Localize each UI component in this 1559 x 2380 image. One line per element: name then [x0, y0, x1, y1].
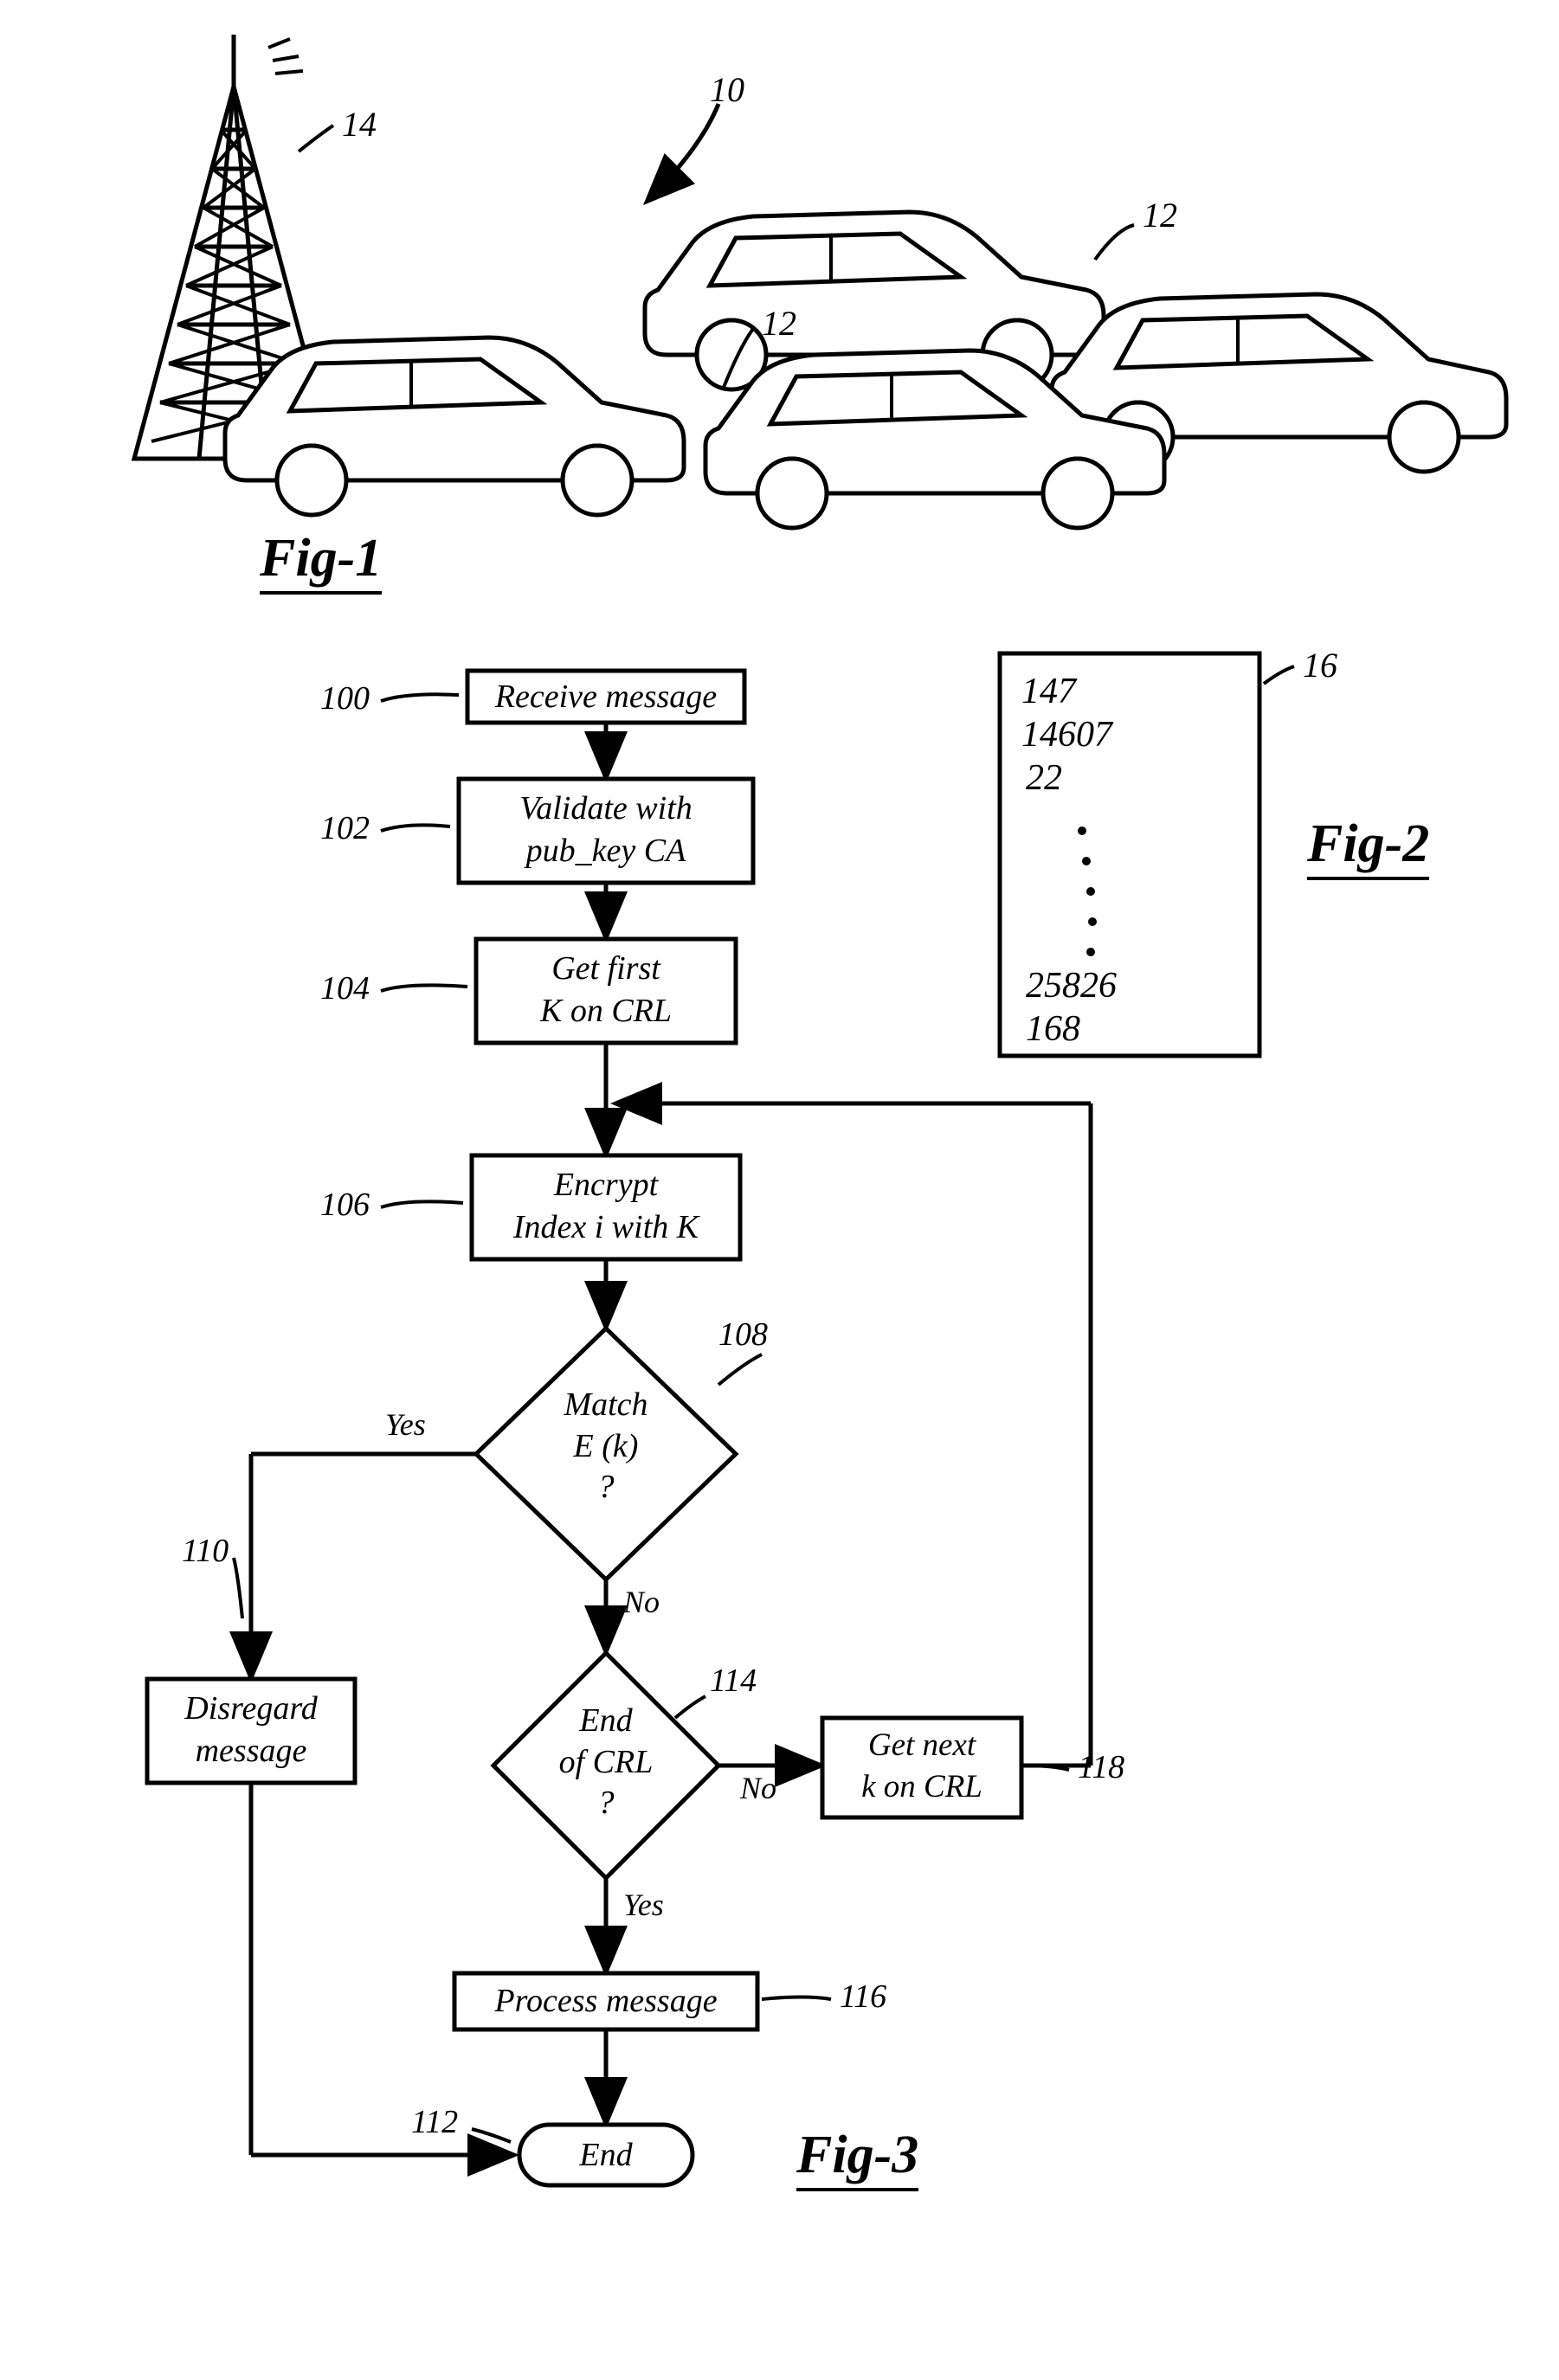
- car-icon: [225, 338, 684, 515]
- crl-val-2: 22: [1026, 757, 1062, 799]
- ref-118: 118: [1078, 1748, 1124, 1786]
- box-118-text: Get next k on CRL: [822, 1725, 1021, 1808]
- ref-12a: 12: [1143, 195, 1177, 235]
- ref-114: 114: [710, 1662, 757, 1700]
- diamond-108-text: Match E (k) ?: [519, 1385, 693, 1508]
- ref-16: 16: [1303, 645, 1337, 685]
- edge-no-108: No: [623, 1584, 660, 1620]
- ref-112: 112: [411, 2103, 458, 2141]
- ref-104: 104: [320, 969, 370, 1007]
- diamond-114-text: End of CRL ?: [528, 1701, 684, 1824]
- ref-106: 106: [320, 1186, 370, 1224]
- box-106-text: Encrypt Index i with K: [472, 1164, 740, 1250]
- diagram-svg: [0, 0, 1559, 2380]
- ref-14: 14: [342, 104, 377, 145]
- edge-no-114: No: [740, 1770, 776, 1806]
- crl-val-0: 147: [1021, 671, 1076, 712]
- crl-val-4: 168: [1026, 1008, 1080, 1050]
- ref-108: 108: [718, 1315, 768, 1354]
- ref-102: 102: [320, 809, 370, 847]
- box-100-text: Receive message: [467, 678, 744, 716]
- ref-100: 100: [320, 679, 370, 717]
- crl-val-3: 25826: [1026, 965, 1117, 1007]
- ref-10: 10: [710, 69, 744, 110]
- box-102-text: Validate with pub_key CA: [459, 788, 753, 873]
- fig2-label: Fig-2: [1307, 814, 1429, 880]
- end-text: End: [519, 2136, 693, 2174]
- page: 10 14 12 12 Fig-1 16 147 14607 22 25826 …: [0, 0, 1559, 2380]
- edge-yes-114: Yes: [623, 1887, 664, 1923]
- ref-116: 116: [840, 1978, 886, 2016]
- ref-110: 110: [182, 1532, 229, 1570]
- box-116-text: Process message: [454, 1982, 757, 2020]
- fig1-label: Fig-1: [260, 528, 382, 595]
- edge-yes-108: Yes: [385, 1406, 426, 1443]
- box-104-text: Get first K on CRL: [476, 948, 736, 1033]
- crl-val-1: 14607: [1021, 714, 1112, 756]
- ref-12b: 12: [762, 303, 796, 344]
- fig3-label: Fig-3: [796, 2125, 918, 2191]
- box-110-text: Disregard message: [147, 1688, 355, 1773]
